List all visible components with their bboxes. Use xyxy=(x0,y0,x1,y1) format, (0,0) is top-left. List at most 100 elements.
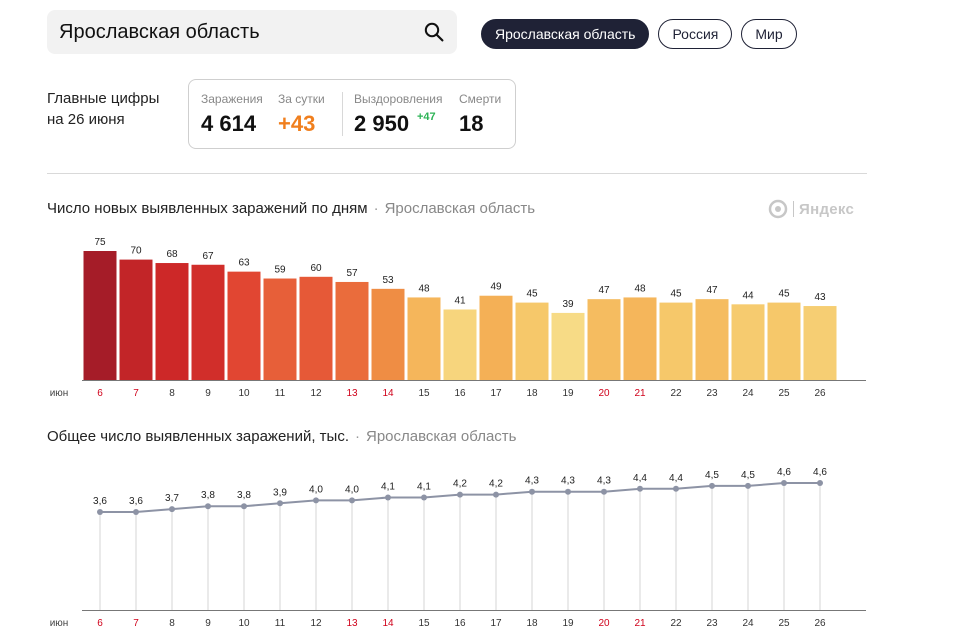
region-tabs: Ярославская область Россия Мир xyxy=(481,19,797,49)
logo-separator xyxy=(793,201,794,217)
bar-day-12 xyxy=(299,276,333,380)
recovered-value: 2 950 xyxy=(354,111,410,136)
yandex-logo-text: Яндекс xyxy=(799,200,855,218)
summary-title: Главные цифры на 26 июня xyxy=(47,88,159,130)
point-value-label: 4,3 xyxy=(561,476,575,487)
x-tick-label: 23 xyxy=(706,618,718,629)
x-tick-label: 13 xyxy=(346,618,358,629)
summary-date: на 26 июня xyxy=(47,111,125,128)
x-tick-label: 19 xyxy=(562,618,574,629)
x-tick-label: 12 xyxy=(310,388,322,399)
summary-title-line1: Главные цифры xyxy=(47,90,160,107)
tab-yaroslavl-region[interactable]: Ярославская область xyxy=(481,19,650,49)
yandex-logo-icon xyxy=(768,199,788,219)
bar-value-label: 70 xyxy=(130,246,142,257)
daily-chart-title: Число новых выявленных заражений по дням… xyxy=(47,200,535,217)
point-value-label: 4,3 xyxy=(525,476,539,487)
point-value-label: 4,4 xyxy=(669,473,683,484)
deaths-label: Смерти xyxy=(459,92,502,106)
point-value-label: 4,6 xyxy=(777,467,791,478)
bar-value-label: 63 xyxy=(238,258,250,269)
point-value-label: 3,9 xyxy=(273,487,287,498)
point-value-label: 3,8 xyxy=(201,490,215,501)
point-day-11 xyxy=(277,500,283,507)
bar-value-label: 41 xyxy=(454,295,466,306)
x-tick-label: 18 xyxy=(526,618,538,629)
title-separator: · xyxy=(373,200,379,217)
bar-value-label: 75 xyxy=(94,237,106,248)
point-day-13 xyxy=(349,497,355,504)
point-value-label: 4,2 xyxy=(489,479,503,490)
tab-world[interactable]: Мир xyxy=(741,19,797,49)
x-tick-label: 6 xyxy=(97,388,103,399)
x-tick-label: 14 xyxy=(382,388,394,399)
bar-value-label: 44 xyxy=(742,290,754,301)
bar-day-24 xyxy=(731,304,765,380)
bar-day-23 xyxy=(695,299,729,380)
bar-value-label: 60 xyxy=(310,263,322,274)
point-day-7 xyxy=(133,509,139,515)
bar-day-25 xyxy=(767,302,801,380)
bar-value-label: 45 xyxy=(670,289,682,300)
bar-day-20 xyxy=(587,299,621,380)
x-tick-label: 16 xyxy=(454,618,466,629)
x-tick-label: 22 xyxy=(670,388,682,399)
x-tick-label: 18 xyxy=(526,388,538,399)
x-tick-label: 21 xyxy=(634,388,646,399)
bar-value-label: 43 xyxy=(814,292,826,303)
bar-value-label: 45 xyxy=(778,289,790,300)
point-day-26 xyxy=(817,480,823,486)
point-value-label: 3,7 xyxy=(165,493,179,504)
x-tick-label: 17 xyxy=(490,388,502,399)
x-tick-label: 17 xyxy=(490,618,502,629)
title-separator: · xyxy=(355,428,360,445)
point-day-19 xyxy=(565,488,571,495)
x-tick-label: 8 xyxy=(169,388,175,399)
month-label: июн xyxy=(50,388,69,399)
point-day-10 xyxy=(241,503,247,510)
recovered-delta: +47 xyxy=(417,111,436,123)
bar-value-label: 59 xyxy=(274,265,286,276)
point-value-label: 4,5 xyxy=(705,470,719,481)
x-tick-label: 25 xyxy=(778,618,790,629)
bar-day-17 xyxy=(479,295,513,380)
bar-day-10 xyxy=(227,271,261,380)
bar-value-label: 48 xyxy=(634,283,646,294)
point-day-24 xyxy=(745,482,751,489)
bar-day-6 xyxy=(83,251,117,380)
tab-russia[interactable]: Россия xyxy=(658,19,733,49)
point-day-9 xyxy=(205,503,211,510)
yandex-logo: Яндекс xyxy=(768,199,854,219)
search-bar[interactable] xyxy=(47,10,457,54)
summary-stats-card: Заражения 4 614 За сутки +43 Выздоровлен… xyxy=(188,79,516,149)
point-value-label: 4,4 xyxy=(633,473,647,484)
x-tick-label: 15 xyxy=(418,618,430,629)
x-tick-label: 20 xyxy=(598,388,610,399)
bar-day-8 xyxy=(155,263,189,380)
bar-value-label: 68 xyxy=(166,249,178,260)
search-icon[interactable] xyxy=(423,21,445,43)
bar-value-label: 67 xyxy=(202,251,214,262)
point-value-label: 3,8 xyxy=(237,490,251,501)
stats-divider xyxy=(342,92,343,136)
bar-day-16 xyxy=(443,309,477,380)
bar-day-21 xyxy=(623,297,657,380)
x-tick-label: 12 xyxy=(310,618,322,629)
x-tick-label: 21 xyxy=(634,618,646,629)
point-value-label: 3,6 xyxy=(93,496,107,507)
x-tick-label: 11 xyxy=(275,618,286,629)
infections-value: 4 614 xyxy=(201,111,257,136)
x-tick-label: 10 xyxy=(238,618,250,629)
x-tick-label: 24 xyxy=(742,618,754,629)
x-tick-label: 15 xyxy=(418,388,430,399)
bar-day-9 xyxy=(191,264,225,380)
bar-day-15 xyxy=(407,297,441,380)
x-tick-label: 19 xyxy=(562,388,574,399)
point-day-23 xyxy=(709,482,715,489)
total-chart-region: Ярославская область xyxy=(366,428,517,445)
search-input[interactable] xyxy=(59,20,423,44)
point-value-label: 4,0 xyxy=(309,484,323,495)
bar-day-26 xyxy=(803,306,837,380)
x-tick-label: 8 xyxy=(169,618,175,629)
bar-day-14 xyxy=(371,288,405,380)
